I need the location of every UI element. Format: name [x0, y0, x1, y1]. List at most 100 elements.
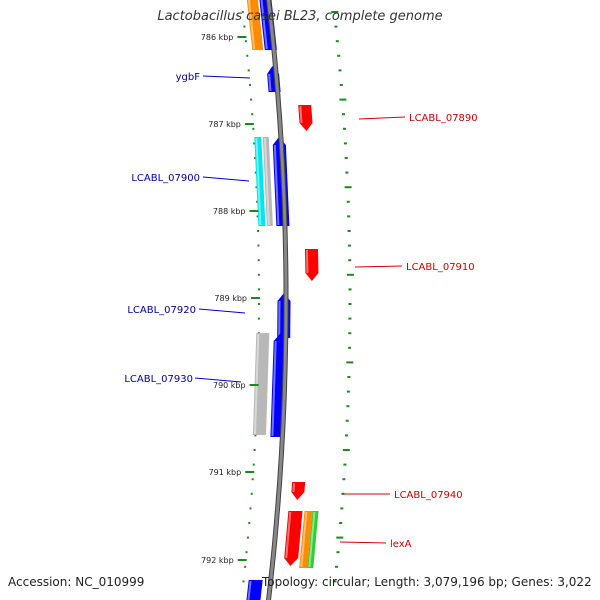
gene-label-leader	[198, 308, 246, 314]
outer-tick-dash	[335, 565, 338, 568]
inner-tick-dot	[252, 127, 255, 130]
outer-tick-dash	[348, 332, 352, 335]
gene-highlight	[271, 340, 277, 437]
scale-tick-label: 787 kbp	[208, 120, 241, 129]
outer-tick-dash	[348, 259, 352, 262]
inner-tick-dot	[251, 478, 254, 481]
gene-grey	[262, 137, 273, 226]
inner-tick-dot	[250, 98, 253, 101]
outer-tick-dash	[347, 215, 351, 218]
gene-labels: ygbF LCABL_07890 LCABL_07900 LCABL_07910 LCA…	[124, 72, 477, 550]
inner-tick-dot	[246, 536, 249, 539]
outer-tick-dash	[342, 449, 350, 451]
scale-tick-label: 790 kbp	[213, 381, 246, 390]
gene-label-leader	[339, 541, 387, 544]
gene-label: LCABL_07920	[127, 305, 196, 316]
gene-body	[299, 511, 313, 568]
outer-tick-dash	[345, 419, 349, 422]
gene-highlight	[299, 105, 303, 124]
outer-tick-dash	[333, 580, 337, 583]
inner-tick-dot	[241, 11, 244, 13]
backbone-line	[267, 0, 288, 600]
outer-tick-dash	[339, 522, 343, 524]
inner-tick-dot	[250, 492, 253, 495]
length-label: Length:	[374, 575, 420, 589]
inner-tick-dot	[245, 551, 248, 554]
gene-highlight	[260, 0, 268, 50]
gene-highlight	[308, 511, 316, 568]
accession-label: Accession:	[8, 575, 72, 589]
inner-tick-dot	[242, 580, 245, 583]
inner-tick-dot	[249, 507, 252, 510]
scale-tick-label: 792 kbp	[201, 556, 234, 565]
gene-highlight	[292, 482, 296, 493]
gene-highlight	[255, 137, 262, 226]
gene-LCABL_07910	[305, 249, 319, 281]
genes-count: 3,022	[557, 575, 592, 589]
inner-tick-dot	[255, 186, 258, 189]
scale-tick-label: 786 kbp	[201, 33, 234, 42]
gene-body	[298, 105, 313, 131]
gene-cyan	[254, 137, 266, 226]
inner-tick-dot	[252, 463, 255, 466]
outer-tick-dash	[343, 142, 347, 145]
outer-tick-dash	[344, 157, 348, 159]
inner-tick-dot	[253, 449, 256, 451]
inner-tick-dot	[257, 273, 260, 276]
outer-tick-dash	[341, 492, 345, 495]
scale-tick-label: 791 kbp	[209, 468, 242, 477]
inner-tick-dot	[257, 317, 260, 320]
outer-tick-dash	[343, 463, 347, 466]
gene-body	[246, 0, 264, 50]
outer-tick-dash	[338, 69, 342, 72]
gene-highlight	[268, 73, 272, 92]
gene-body	[254, 137, 266, 226]
outer-tick-dash	[337, 54, 341, 57]
gene-highlight	[247, 580, 252, 600]
outer-tick-dash	[336, 536, 344, 539]
inner-tick-dot	[248, 522, 251, 524]
outer-tick-dash	[346, 273, 354, 276]
inner-tick-dot	[254, 171, 257, 174]
inner-tick-dot	[258, 288, 260, 291]
gene-label-leader	[202, 75, 251, 79]
gene-label-leader	[194, 377, 242, 383]
genome-summary: Topology: circular; Length: 3,079,196 bp…	[262, 575, 592, 589]
gene-label: LCABL_07930	[124, 374, 193, 385]
gene-highlight	[285, 511, 292, 559]
inner-tick-dot	[257, 259, 260, 262]
gene-body	[284, 511, 303, 566]
genome-title: Lactobacillus casei BL23, complete genom…	[157, 9, 443, 24]
gene-label-leader	[354, 265, 403, 268]
gene-body	[305, 249, 319, 281]
gene-orange-2	[299, 511, 313, 568]
gene-lexA	[307, 511, 319, 568]
outer-tick-dash	[331, 11, 339, 13]
inner-tick-dot	[257, 244, 260, 247]
outer-tick-dash	[348, 317, 352, 320]
scale-tick-label: 788 kbp	[213, 207, 246, 216]
inner-tick-dot	[257, 230, 260, 232]
inner-tick-dot	[251, 113, 254, 116]
gene-body	[246, 580, 263, 600]
inner-tick-dot	[254, 434, 257, 437]
outer-tick-dash	[342, 478, 346, 481]
inner-tick-dot	[244, 40, 247, 43]
gene-label: lexA	[390, 539, 412, 550]
outer-tick-dash	[335, 40, 339, 43]
gene-highlight	[247, 0, 256, 50]
gene-body	[262, 137, 273, 226]
gene-highlight	[263, 137, 270, 226]
scale-tick-label: 789 kbp	[214, 294, 247, 303]
outer-tick-dash	[347, 244, 351, 247]
inner-tick-dot	[243, 25, 246, 28]
genome-backbone	[266, 0, 289, 600]
outer-tick-dash	[342, 113, 345, 116]
accession-info: Accession: NC_010999	[8, 575, 144, 589]
outer-tick-dash	[339, 84, 343, 86]
outer-tick-dash	[336, 551, 340, 554]
inner-tick-dot	[244, 565, 247, 568]
gene-LCABL_07890	[298, 105, 313, 131]
accession-value: NC_010999	[75, 575, 145, 589]
